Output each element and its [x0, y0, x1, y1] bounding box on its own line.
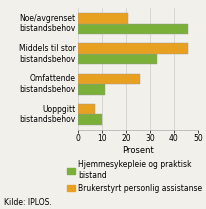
Bar	[78, 13, 129, 24]
Bar	[78, 104, 95, 115]
Bar	[78, 74, 140, 84]
Legend: Hjemmesykepleie og praktisk
bistand, Brukerstyrt personlig assistanse: Hjemmesykepleie og praktisk bistand, Bru…	[67, 161, 202, 193]
X-axis label: Prosent: Prosent	[122, 145, 154, 154]
Bar	[78, 43, 188, 54]
Bar	[78, 54, 157, 64]
Bar	[78, 24, 188, 34]
Bar	[78, 115, 102, 125]
Text: Kilde: IPLOS.: Kilde: IPLOS.	[4, 198, 52, 207]
Bar	[78, 84, 105, 95]
